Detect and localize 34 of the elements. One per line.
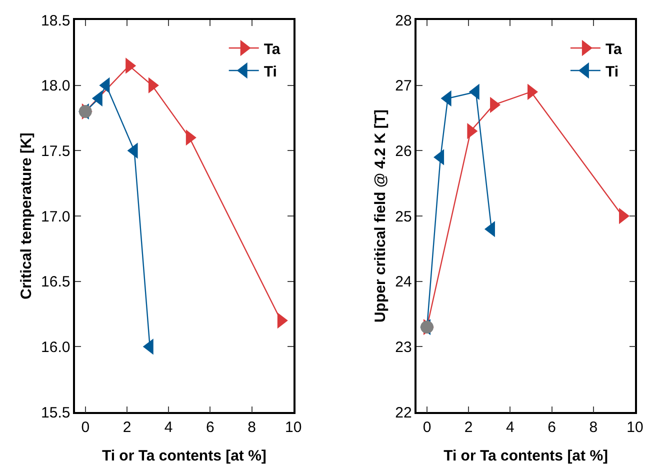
y-tick-label: 17.5 (41, 142, 70, 160)
y-tick-label: 26 (395, 142, 412, 160)
y-tick-label: 23 (395, 338, 412, 356)
x-tick-label: 8 (589, 418, 598, 436)
legend-label: Ti (264, 63, 277, 80)
x-axis-title: Ti or Ta contents [at %] (102, 447, 266, 464)
y-tick-label: 15.5 (41, 404, 70, 422)
x-tick-label: 4 (164, 418, 173, 436)
y-tick-label: 24 (395, 274, 412, 291)
legend-label: Ti (605, 63, 619, 80)
x-tick-label: 0 (422, 418, 432, 436)
y-tick-label: 22 (395, 404, 412, 422)
y-tick-label: 16.5 (41, 274, 70, 291)
x-tick-label: 10 (285, 418, 302, 436)
y-axis-title: Upper critical field @ 4.2 K [T] (372, 109, 389, 323)
y-tick-label: 27 (395, 78, 412, 95)
x-axis-title: Ti or Ta contents [at %] (444, 447, 608, 464)
y-axis-title: Critical temperature [K] (18, 132, 35, 300)
y-tick-label: 18.5 (41, 12, 70, 30)
y-tick-label: 17.0 (41, 208, 70, 226)
x-tick-label: 6 (206, 418, 214, 436)
x-tick-label: 6 (548, 418, 556, 436)
x-tick-label: 10 (626, 418, 644, 436)
x-tick-label: 8 (248, 418, 256, 436)
x-tick-label: 2 (464, 418, 473, 436)
y-tick-label: 28 (395, 12, 412, 30)
y-tick-label: 25 (395, 208, 412, 226)
x-tick-label: 0 (81, 418, 90, 436)
y-tick-label: 18.0 (41, 78, 70, 95)
x-tick-label: 2 (122, 418, 132, 436)
x-tick-label: 4 (506, 418, 514, 436)
legend-label: Ta (264, 40, 281, 58)
legend-label: Ta (605, 40, 622, 58)
y-tick-label: 16.0 (41, 338, 70, 356)
